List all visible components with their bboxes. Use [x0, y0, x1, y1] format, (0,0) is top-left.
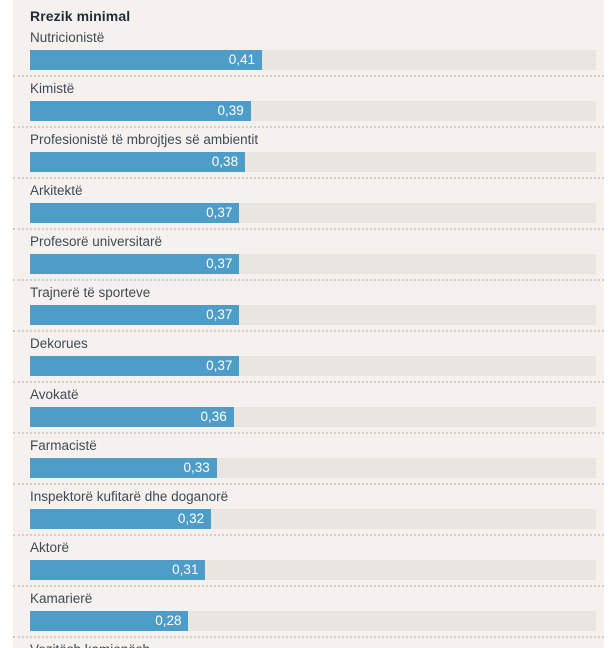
bar-track: 0,31 — [30, 560, 596, 580]
bar-value-label: 0,37 — [206, 307, 233, 322]
row-separator — [13, 636, 604, 638]
bar-row: Inspektorë kufitarë dhe doganorë 0,32 — [30, 489, 596, 529]
bar-category-label: Dekorues — [30, 336, 88, 351]
row-separator — [13, 228, 604, 230]
bar-category-label: Profesorë universitarë — [30, 234, 163, 249]
bar-category-label: Kamarierë — [30, 591, 93, 606]
bar-fill: 0,37 — [30, 356, 240, 376]
row-separator — [13, 75, 604, 77]
bar-row: Dekorues 0,37 — [30, 336, 596, 376]
bar-value-label: 0,39 — [217, 103, 244, 118]
bar-row: Trajnerë të sporteve 0,37 — [30, 285, 596, 325]
bar-track: 0,39 — [30, 101, 596, 121]
bar-value-label: 0,41 — [228, 52, 256, 67]
bar-track: 0,38 — [30, 152, 596, 172]
bar-fill: 0,32 — [30, 509, 212, 529]
chart-title: Rrezik minimal — [30, 8, 131, 24]
bar-track: 0,37 — [30, 356, 596, 376]
bar-row: Farmacistë 0,33 — [30, 438, 596, 478]
bar-category-label: Farmacistë — [30, 438, 97, 453]
bar-row: Profesorë universitarë 0,37 — [30, 234, 596, 274]
bar-fill: 0,37 — [30, 203, 240, 223]
bar-track: 0,41 — [30, 50, 596, 70]
bar-category-label: Nutricionistë — [30, 30, 105, 45]
row-separator — [13, 432, 604, 434]
bar-value-label: 0,33 — [183, 460, 210, 475]
bar-value-label: 0,36 — [200, 409, 227, 424]
bar-fill: 0,41 — [30, 50, 263, 70]
bar-track: 0,28 — [30, 611, 596, 631]
row-separator — [13, 381, 604, 383]
bar-track: 0,37 — [30, 203, 596, 223]
bar-row: Aktorë 0,31 — [30, 540, 596, 580]
bar-fill: 0,37 — [30, 254, 240, 274]
bar-fill: 0,28 — [30, 611, 189, 631]
bar-fill: 0,37 — [30, 305, 240, 325]
bar-fill: 0,39 — [30, 101, 251, 121]
bar-track: 0,33 — [30, 458, 596, 478]
bar-category-label: Profesionistë të mbrojtjes së ambientit — [30, 132, 259, 147]
bar-category-label: Aktorë — [30, 540, 70, 555]
row-separator — [13, 330, 604, 332]
bar-category-label: Trajnerë të sporteve — [30, 285, 151, 300]
bar-category-label: Kimistë — [30, 81, 75, 96]
bar-row: Arkitektë 0,37 — [30, 183, 596, 223]
row-separator — [13, 585, 604, 587]
bar-value-label: 0,32 — [177, 511, 205, 526]
bar-chart: Rrezik minimal Nutricionistë 0,41 Kimistë 0… — [13, 0, 604, 648]
bar-category-label: Avokatë — [30, 387, 79, 402]
row-separator — [13, 177, 604, 179]
bar-row: Avokatë 0,36 — [30, 387, 596, 427]
bar-row: Kamarierë 0,28 — [30, 591, 596, 631]
bar-category-label: Arkitektë — [30, 183, 83, 198]
bar-value-label: 0,37 — [206, 205, 233, 220]
bar-fill: 0,33 — [30, 458, 217, 478]
bar-row: Kimistë 0,39 — [30, 81, 596, 121]
row-separator — [13, 126, 604, 128]
bar-value-label: 0,31 — [172, 562, 199, 577]
row-separator — [13, 279, 604, 281]
bar-track: 0,36 — [30, 407, 596, 427]
bar-row: Nutricionistë 0,41 — [30, 30, 596, 70]
bar-row-list: Nutricionistë 0,41 Kimistë 0,39 Profesionist… — [13, 30, 604, 648]
bar-value-label: 0,37 — [206, 358, 233, 373]
bar-value-label: 0,28 — [155, 613, 182, 628]
bar-value-label: 0,37 — [206, 256, 233, 271]
bar-fill: 0,31 — [30, 560, 206, 580]
bar-fill: 0,36 — [30, 407, 234, 427]
bar-track: 0,37 — [30, 254, 596, 274]
bar-value-label: 0,38 — [211, 154, 239, 169]
bar-row: Vozitësh kamionësh0,24 — [30, 642, 596, 648]
bar-fill: 0,38 — [30, 152, 246, 172]
row-separator — [13, 483, 604, 485]
bar-row: Profesionistë të mbrojtjes së ambientit 0… — [30, 132, 596, 172]
bar-track: 0,37 — [30, 305, 596, 325]
bar-category-label: Inspektorë kufitarë dhe doganorë — [30, 489, 229, 504]
bar-category-label: Vozitësh kamionësh — [30, 642, 596, 648]
row-separator — [13, 534, 604, 536]
bar-track: 0,32 — [30, 509, 596, 529]
